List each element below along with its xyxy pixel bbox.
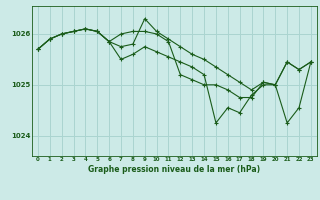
X-axis label: Graphe pression niveau de la mer (hPa): Graphe pression niveau de la mer (hPa) bbox=[88, 165, 260, 174]
